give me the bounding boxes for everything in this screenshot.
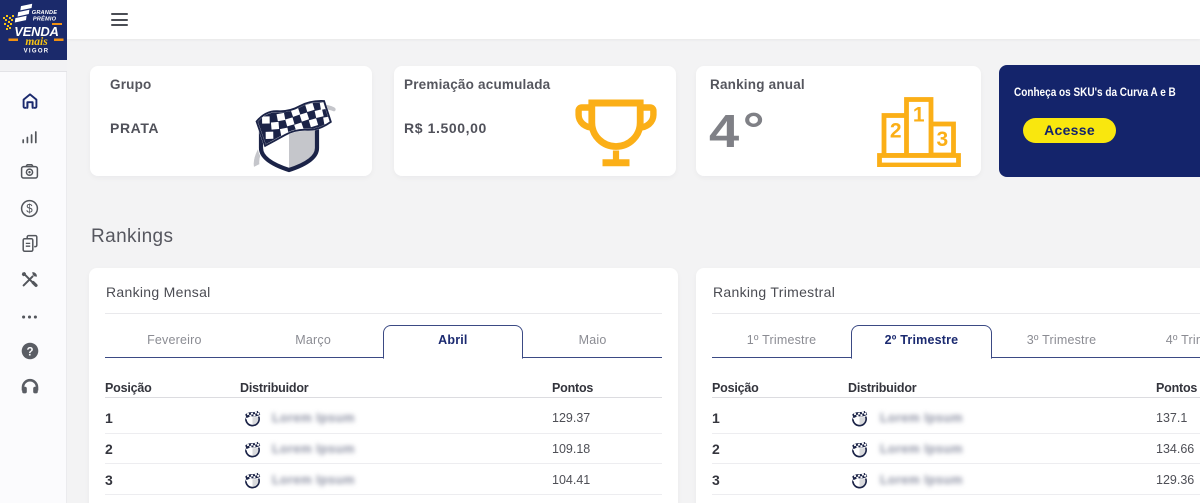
svg-text:2: 2 — [890, 119, 902, 142]
svg-text:mais: mais — [25, 36, 48, 48]
svg-text:1: 1 — [913, 104, 925, 127]
svg-text:$: $ — [26, 204, 33, 216]
svg-text:VENDA: VENDA — [14, 24, 59, 39]
svg-text:VIGOR: VIGOR — [24, 49, 50, 55]
svg-text:3: 3 — [936, 128, 948, 151]
svg-text:?: ? — [26, 346, 33, 358]
svg-text:GRANDE: GRANDE — [32, 10, 58, 16]
svg-text:PRÊMIO: PRÊMIO — [33, 15, 57, 23]
